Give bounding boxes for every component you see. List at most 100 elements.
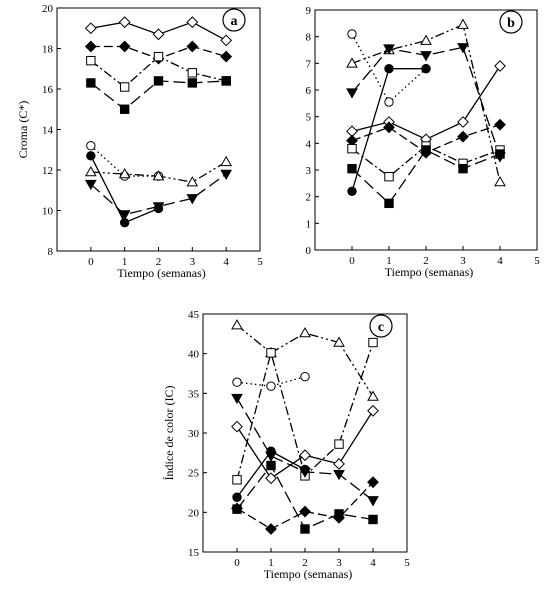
data-point <box>153 76 164 86</box>
x-tick-label: 2 <box>423 255 429 267</box>
data-point <box>232 492 242 502</box>
y-tick-label: 9 <box>306 5 312 17</box>
y-tick-label: 5 <box>306 112 312 124</box>
data-point <box>266 460 276 471</box>
data-point <box>186 16 199 29</box>
data-point <box>299 449 311 462</box>
x-tick-label: 5 <box>404 557 410 569</box>
data-point <box>367 496 379 507</box>
data-point <box>300 464 310 475</box>
x-axis-title: Tiempo (semanas) <box>117 266 206 280</box>
data-point <box>220 34 233 47</box>
data-point <box>384 198 394 209</box>
data-point <box>186 40 199 53</box>
data-point <box>220 155 233 167</box>
data-point <box>152 170 165 181</box>
x-tick-label: 5 <box>534 255 540 267</box>
y-tick-label: 2 <box>306 192 312 204</box>
data-point <box>368 337 378 348</box>
panel-letter: a <box>231 14 238 29</box>
series-diamond-filled <box>231 476 379 535</box>
y-tick-label: 20 <box>188 507 200 519</box>
data-point <box>232 377 242 387</box>
series-line <box>236 481 374 530</box>
series-line <box>236 397 374 501</box>
data-point <box>119 82 130 92</box>
data-point <box>347 29 357 39</box>
data-point <box>84 179 97 191</box>
data-point <box>333 511 345 524</box>
x-axis-title: Tiempo (semanas) <box>264 567 353 581</box>
data-point <box>86 141 96 151</box>
y-tick-label: 18 <box>42 44 54 56</box>
data-point <box>300 524 310 534</box>
series-square-filled <box>347 145 505 209</box>
data-point <box>367 476 379 489</box>
data-point <box>458 163 468 174</box>
y-tick-label: 20 <box>42 3 54 15</box>
data-point <box>347 163 357 174</box>
data-point <box>457 130 469 143</box>
x-tick-label: 0 <box>349 255 355 267</box>
data-point <box>384 97 394 107</box>
data-point <box>300 371 310 382</box>
y-tick-label: 12 <box>42 165 53 177</box>
data-point <box>187 68 198 78</box>
data-point <box>494 118 506 131</box>
panel-letter-badge <box>369 314 393 338</box>
x-tick-label: 2 <box>156 256 162 268</box>
x-tick-label: 4 <box>223 256 229 268</box>
data-point <box>457 116 469 128</box>
x-tick-label: 4 <box>370 557 376 569</box>
panel-letter: b <box>507 16 515 31</box>
data-point <box>186 194 199 205</box>
data-point <box>494 60 506 72</box>
data-point <box>333 458 345 470</box>
x-tick-label: 3 <box>336 557 342 569</box>
data-point <box>266 446 276 456</box>
data-point <box>86 78 96 88</box>
y-tick-label: 8 <box>48 246 54 258</box>
y-axis-title: Croma (C*) <box>16 101 30 159</box>
data-point <box>333 470 345 481</box>
data-point <box>383 44 395 55</box>
series-square-open <box>232 337 378 485</box>
data-point <box>231 502 243 515</box>
data-point <box>266 348 276 358</box>
x-tick-label: 3 <box>460 255 466 267</box>
series-triangle-open <box>84 155 233 187</box>
series-square-filled <box>86 76 231 114</box>
x-tick-label: 1 <box>268 557 274 569</box>
data-point <box>118 210 131 221</box>
data-point <box>383 121 395 134</box>
data-point <box>221 76 231 86</box>
x-tick-label: 0 <box>88 256 94 268</box>
x-tick-label: 2 <box>302 557 308 569</box>
data-point <box>84 40 97 53</box>
data-point <box>119 104 130 114</box>
series-diamond-open <box>231 404 379 485</box>
data-point <box>153 51 164 62</box>
y-tick-label: 3 <box>306 165 312 177</box>
data-point <box>299 505 311 518</box>
data-point <box>421 63 431 74</box>
data-point <box>494 175 506 187</box>
data-point <box>118 168 131 179</box>
y-tick-label: 8 <box>306 32 312 44</box>
y-axis-title: Índice de color (IC) <box>162 386 176 481</box>
y-tick-label: 0 <box>306 245 312 257</box>
x-tick-label: 3 <box>190 256 196 268</box>
data-point <box>367 390 379 401</box>
series-diamond-open <box>84 16 233 47</box>
data-point <box>187 78 198 88</box>
panel-b: 0 1 2 3 4 5 6 7 8 9 0 1 2 3 4 5 Tiempo (semanas) b <box>306 5 541 279</box>
data-point <box>265 472 277 485</box>
data-point <box>495 149 505 159</box>
panel-letter: c <box>378 320 384 335</box>
data-point <box>84 166 97 177</box>
x-tick-label: 1 <box>386 255 392 267</box>
series-line <box>351 145 501 178</box>
data-point <box>118 16 131 29</box>
